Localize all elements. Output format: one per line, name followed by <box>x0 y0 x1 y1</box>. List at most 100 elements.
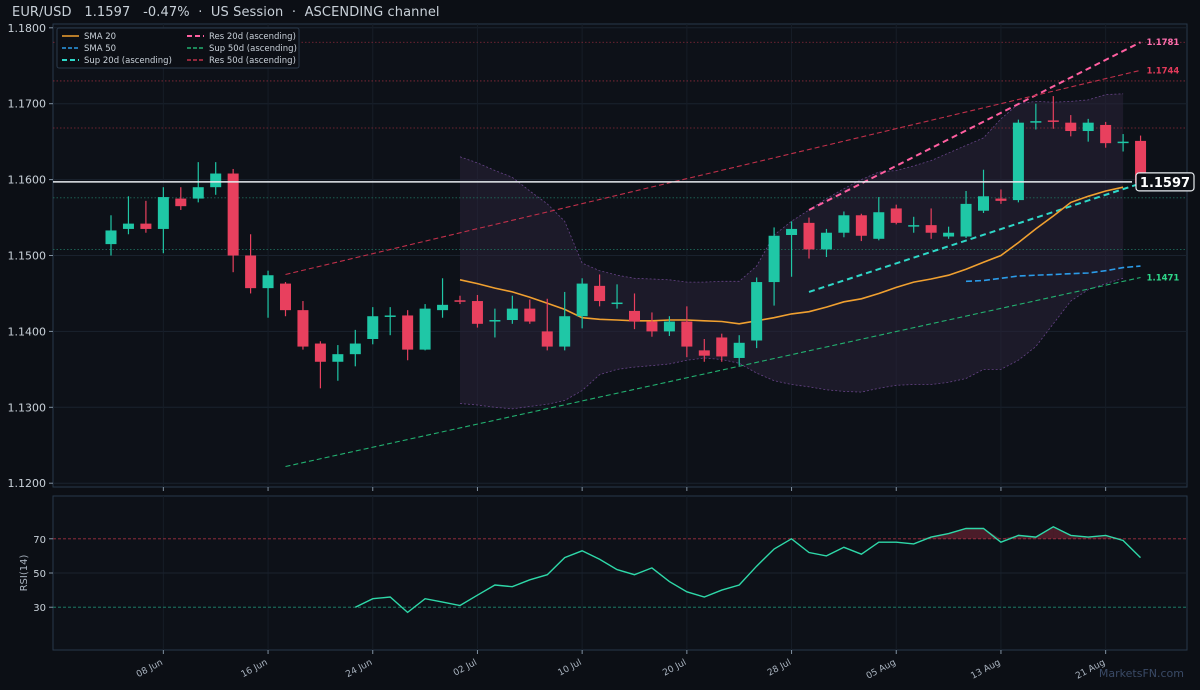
candle <box>925 208 937 239</box>
candle-body <box>192 187 204 199</box>
candle <box>489 308 501 338</box>
candle <box>803 217 815 259</box>
candle-body <box>419 308 431 350</box>
candle-body <box>210 173 222 188</box>
candle-body <box>402 315 414 350</box>
trendline <box>285 69 1141 276</box>
x-tick-label: 24 Jun <box>344 658 374 680</box>
sma50-line <box>965 265 1141 283</box>
candle-body <box>489 320 501 322</box>
candle-body <box>262 275 274 289</box>
candle <box>245 234 257 294</box>
candle <box>506 295 518 324</box>
change: -0.47% <box>143 5 190 20</box>
candle-body <box>280 283 291 311</box>
rsi-axis-label: RSI(14) <box>19 555 30 592</box>
candle-body <box>751 282 763 341</box>
candle-body <box>245 255 257 289</box>
candle-body <box>1065 122 1077 132</box>
candle <box>1047 96 1059 129</box>
rsi-tick-label: 70 <box>33 535 46 546</box>
legend: SMA 20 SMA 50 Sup 20d (ascending) Res 20d (… <box>56 27 300 69</box>
legend-box <box>56 27 300 69</box>
rsi-tick-label: 50 <box>33 569 46 580</box>
candle-body <box>1030 121 1042 123</box>
candle <box>437 278 449 318</box>
candle-body <box>803 222 815 250</box>
y-tick-label: 1.1500 <box>8 250 47 263</box>
candle <box>838 211 850 238</box>
candle <box>594 274 606 307</box>
candle <box>611 284 623 309</box>
candle <box>960 190 972 239</box>
candle-body <box>611 302 623 305</box>
candle-body <box>384 315 396 317</box>
candle-body <box>559 316 571 347</box>
candle <box>663 316 675 336</box>
rsi-overbought-fill <box>948 528 966 539</box>
candle <box>210 162 222 195</box>
candle <box>786 221 798 277</box>
candle <box>122 196 134 235</box>
candle-body <box>1012 122 1024 201</box>
rsi-overbought-fill <box>966 528 984 539</box>
candle-body <box>227 173 239 256</box>
candle <box>890 204 902 225</box>
price: 1.1597 <box>84 5 131 20</box>
rsi-tick-label: 30 <box>33 603 46 614</box>
candle-body <box>733 342 745 358</box>
candle <box>175 187 187 210</box>
candle <box>262 270 274 318</box>
candle-body <box>349 343 361 355</box>
separator: · <box>291 5 297 20</box>
candle-body <box>873 212 885 239</box>
legend-label: Res 20d (ascending) <box>209 32 296 42</box>
candle-body <box>594 285 606 302</box>
candle-body <box>332 354 344 362</box>
candle <box>576 278 588 329</box>
candle <box>1012 119 1024 203</box>
candle-body <box>541 331 553 347</box>
candle <box>157 187 169 254</box>
x-tick-label: 02 Jul <box>452 658 479 679</box>
candle-body <box>960 203 972 237</box>
x-tick-label: 16 Jun <box>240 658 270 680</box>
candle <box>1065 115 1077 137</box>
candle <box>751 277 763 349</box>
candle-body <box>437 304 449 311</box>
candle-body <box>663 321 675 332</box>
candle-body <box>978 196 989 211</box>
candle <box>943 226 955 239</box>
legend-label: SMA 20 <box>84 32 116 42</box>
candle <box>873 197 885 241</box>
candle-body <box>716 337 728 357</box>
candle-body <box>524 308 536 322</box>
current-price-tag <box>1135 172 1195 192</box>
candle-body <box>175 198 187 207</box>
candle-body <box>471 301 483 324</box>
candle <box>105 215 117 256</box>
y-tick-label: 1.1700 <box>8 98 47 111</box>
rsi-line <box>354 526 1141 614</box>
candle-body <box>105 230 117 245</box>
trendline-label: 1.1471 <box>1147 274 1180 284</box>
candle-body <box>576 283 588 317</box>
candle <box>367 307 379 345</box>
candle <box>297 301 309 350</box>
trendline <box>808 182 1141 293</box>
candle-body <box>297 310 309 347</box>
candle <box>541 298 553 351</box>
trendline <box>285 276 1141 468</box>
y-tick-label: 1.1800 <box>8 22 47 35</box>
candle <box>768 227 780 306</box>
legend-label: SMA 50 <box>84 44 116 54</box>
candle <box>646 312 658 337</box>
y-tick-label: 1.1200 <box>8 477 47 490</box>
candle-body <box>646 321 658 332</box>
candle-body <box>820 232 832 250</box>
channel: ASCENDING channel <box>304 5 440 20</box>
x-tick-label: 20 Jul <box>661 658 688 679</box>
candle-body <box>1082 122 1094 132</box>
